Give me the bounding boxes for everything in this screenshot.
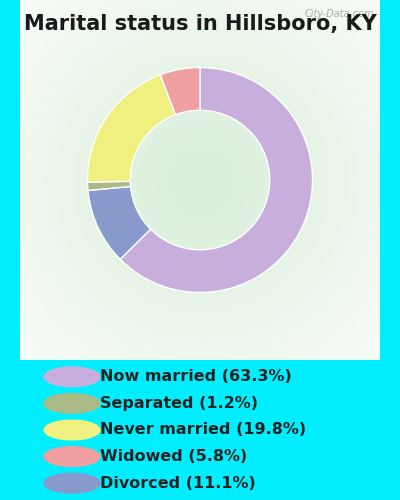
Text: City-Data.com: City-Data.com — [305, 9, 374, 19]
Wedge shape — [160, 68, 200, 114]
Circle shape — [44, 474, 100, 493]
Text: Divorced (11.1%): Divorced (11.1%) — [100, 476, 256, 490]
Circle shape — [44, 420, 100, 440]
Text: Never married (19.8%): Never married (19.8%) — [100, 422, 306, 438]
Circle shape — [44, 447, 100, 466]
Circle shape — [44, 367, 100, 386]
Text: Now married (63.3%): Now married (63.3%) — [100, 370, 292, 384]
Wedge shape — [88, 186, 150, 260]
Wedge shape — [120, 68, 312, 292]
Text: Marital status in Hillsboro, KY: Marital status in Hillsboro, KY — [24, 14, 376, 34]
Text: Widowed (5.8%): Widowed (5.8%) — [100, 449, 247, 464]
Wedge shape — [88, 182, 130, 190]
Text: Separated (1.2%): Separated (1.2%) — [100, 396, 258, 411]
Wedge shape — [88, 74, 176, 182]
Circle shape — [44, 394, 100, 413]
